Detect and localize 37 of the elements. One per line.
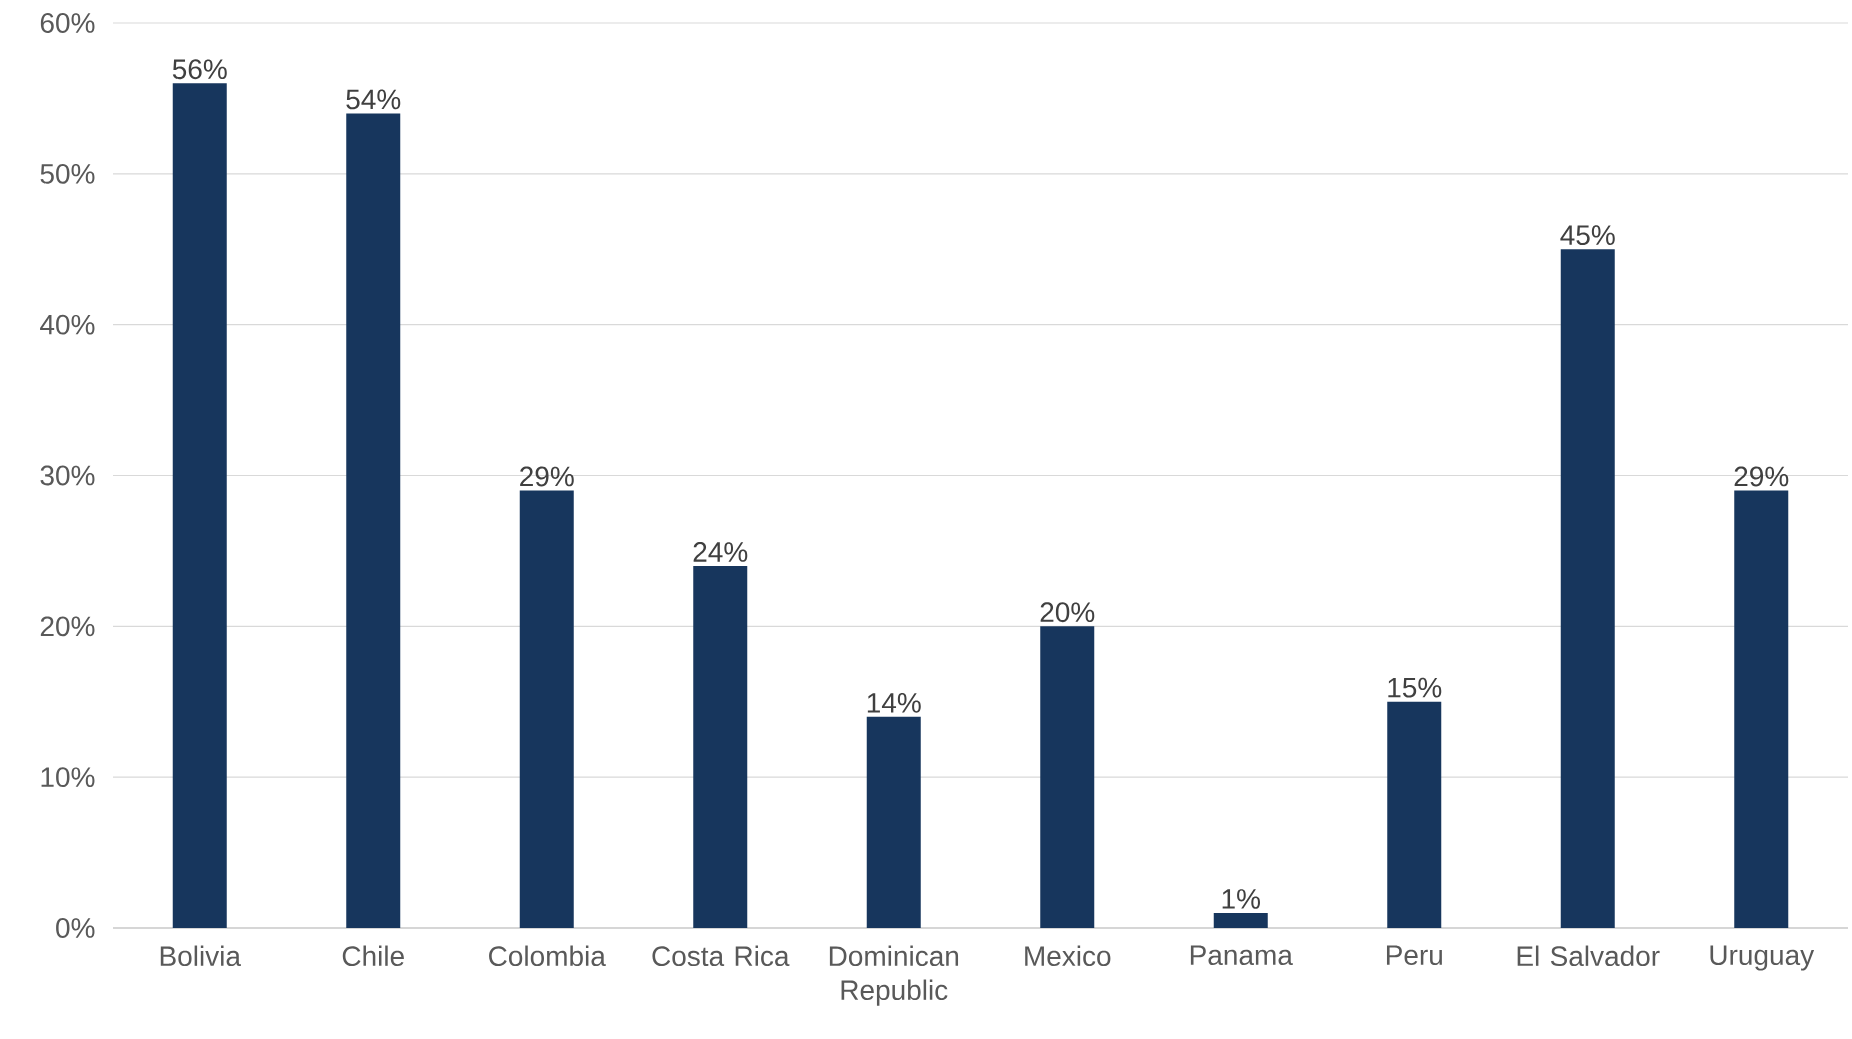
bar	[1560, 249, 1615, 928]
data-label: 29%	[520, 466, 574, 487]
x-tick-label: Costa Rica	[652, 945, 790, 967]
bar	[519, 490, 574, 928]
y-tick-label: 10%	[41, 767, 95, 788]
bar	[693, 566, 748, 928]
x-tick-label: El Salvador	[1517, 945, 1660, 967]
x-tick-label: Peru	[1386, 945, 1442, 966]
data-label: 14%	[867, 693, 921, 713]
bar	[1387, 701, 1442, 928]
bar	[172, 83, 227, 928]
y-tick-label: 40%	[40, 314, 95, 335]
data-label: 15%	[1388, 677, 1442, 698]
bar	[1734, 490, 1789, 928]
bar	[1213, 912, 1268, 928]
data-label: 56%	[172, 59, 227, 80]
data-label: 29%	[1734, 466, 1789, 487]
data-label: 1%	[1222, 889, 1260, 909]
data-label: 24%	[693, 542, 748, 562]
data-label: 20%	[1040, 602, 1095, 623]
x-tick-label: Chile	[342, 945, 404, 967]
x-tick-label: Colombia	[489, 945, 606, 967]
x-tick-label: Mexico	[1025, 945, 1111, 967]
data-label: 45%	[1560, 225, 1615, 246]
y-tick-label: 30%	[40, 465, 95, 486]
x-tick-label: Uruguay	[1710, 945, 1815, 971]
y-tick-label: 60%	[40, 13, 95, 33]
x-tick-label: Panama	[1190, 945, 1293, 966]
x-tick-label: Dominican Republic	[829, 945, 959, 1006]
y-tick-label: 0%	[56, 918, 95, 938]
y-tick-label: 20%	[40, 616, 95, 637]
data-label: 54%	[346, 89, 401, 110]
bar	[346, 113, 401, 928]
bar	[866, 716, 921, 928]
bar	[1040, 626, 1095, 928]
x-tick-label: Bolivia	[160, 945, 241, 967]
y-tick-label: 50%	[40, 163, 95, 184]
